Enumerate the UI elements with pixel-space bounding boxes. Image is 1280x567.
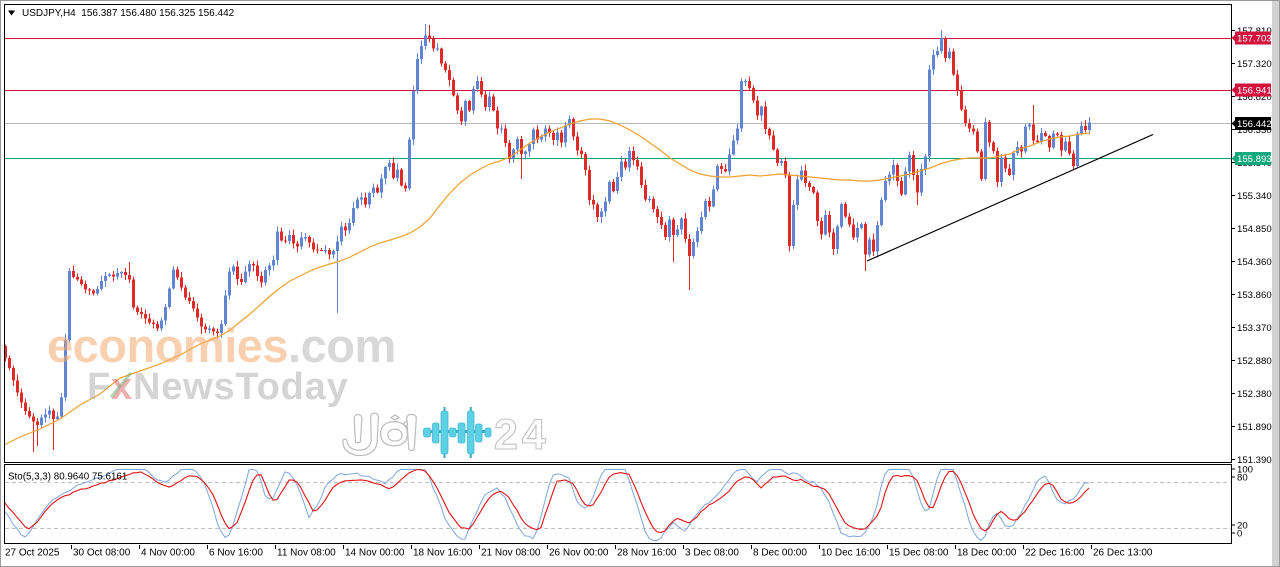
svg-text:30 Oct 08:00: 30 Oct 08:00 bbox=[73, 548, 131, 559]
svg-text:4 Nov 00:00: 4 Nov 00:00 bbox=[141, 548, 195, 559]
svg-text:28 Nov 16:00: 28 Nov 16:00 bbox=[617, 548, 677, 559]
svg-text:10 Dec 16:00: 10 Dec 16:00 bbox=[821, 548, 881, 559]
svg-text:18 Nov 16:00: 18 Nov 16:00 bbox=[413, 548, 473, 559]
svg-text:20: 20 bbox=[1237, 521, 1248, 532]
svg-text:15 Dec 08:00: 15 Dec 08:00 bbox=[889, 548, 949, 559]
svg-text:Sto(5,3,3) 80.9640 75.6161: Sto(5,3,3) 80.9640 75.6161 bbox=[8, 472, 127, 483]
svg-text:157.703: 157.703 bbox=[1237, 34, 1272, 45]
svg-text:154.850: 154.850 bbox=[1237, 224, 1272, 235]
svg-text:152.880: 152.880 bbox=[1237, 356, 1272, 367]
svg-text:151.890: 151.890 bbox=[1237, 422, 1272, 433]
svg-text:100: 100 bbox=[1237, 465, 1253, 476]
svg-text:economies.com: economies.com bbox=[47, 319, 396, 372]
svg-text:FxNewsToday: FxNewsToday bbox=[87, 366, 349, 408]
svg-text:26 Dec 13:00: 26 Dec 13:00 bbox=[1093, 548, 1153, 559]
svg-text:3 Dec 08:00: 3 Dec 08:00 bbox=[685, 548, 739, 559]
svg-text:156.941: 156.941 bbox=[1237, 86, 1272, 97]
svg-text:14 Nov 00:00: 14 Nov 00:00 bbox=[345, 548, 405, 559]
svg-text:22 Dec 16:00: 22 Dec 16:00 bbox=[1025, 548, 1085, 559]
svg-text:156.330: 156.330 bbox=[1237, 125, 1272, 136]
svg-text:USDJPY,H4 156.387 156.480 156: USDJPY,H4 156.387 156.480 156.325 156.44… bbox=[22, 8, 235, 19]
svg-text:152.380: 152.380 bbox=[1237, 389, 1272, 400]
svg-text:0: 0 bbox=[1237, 529, 1242, 540]
svg-text:155.340: 155.340 bbox=[1237, 191, 1272, 202]
svg-text:156.442: 156.442 bbox=[1237, 119, 1272, 130]
svg-text:151.390: 151.390 bbox=[1237, 455, 1272, 466]
svg-text:21 Nov 08:00: 21 Nov 08:00 bbox=[481, 548, 541, 559]
svg-text:153.370: 153.370 bbox=[1237, 323, 1272, 334]
svg-text:154.360: 154.360 bbox=[1237, 257, 1272, 268]
svg-text:80: 80 bbox=[1237, 473, 1248, 484]
svg-text:18 Dec 00:00: 18 Dec 00:00 bbox=[957, 548, 1017, 559]
svg-text:155.893: 155.893 bbox=[1237, 154, 1272, 165]
svg-text:8 Dec 00:00: 8 Dec 00:00 bbox=[753, 548, 807, 559]
svg-text:24: 24 bbox=[494, 411, 550, 459]
svg-text:6 Nov 16:00: 6 Nov 16:00 bbox=[209, 548, 263, 559]
svg-text:27 Oct 2025: 27 Oct 2025 bbox=[5, 548, 60, 559]
svg-text:11 Nov 08:00: 11 Nov 08:00 bbox=[277, 548, 336, 559]
svg-text:26 Nov 00:00: 26 Nov 00:00 bbox=[549, 548, 609, 559]
svg-text:153.860: 153.860 bbox=[1237, 290, 1272, 301]
svg-text:157.320: 157.320 bbox=[1237, 59, 1272, 70]
svg-text:156.820: 156.820 bbox=[1237, 92, 1272, 103]
